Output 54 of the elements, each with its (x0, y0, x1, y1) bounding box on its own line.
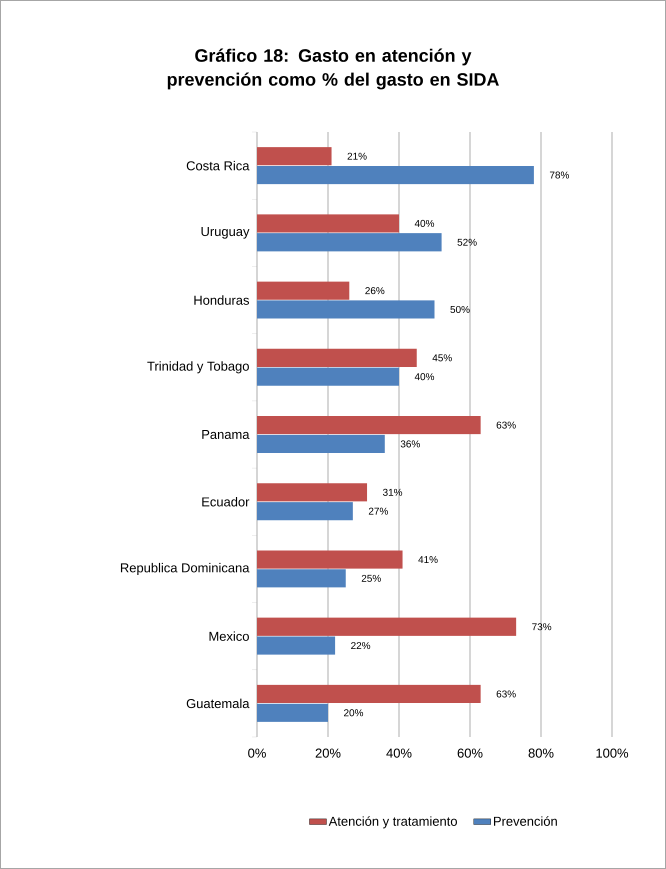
data-label: 63% (496, 422, 516, 429)
y-tick-label: Trinidad y Tobago (147, 361, 249, 374)
data-label: 40% (414, 373, 434, 380)
x-tick-label: 60% (458, 748, 482, 758)
y-tick-label: Panama (202, 430, 250, 440)
bar (257, 569, 346, 588)
bar (257, 368, 399, 386)
legend-label: Atención y tratamiento (328, 816, 457, 828)
data-label: 73% (532, 623, 552, 630)
x-tick-label: 40% (386, 748, 412, 758)
y-tick-label: Uruguay (202, 227, 250, 239)
bar (257, 618, 516, 636)
x-tick-label: 100% (596, 748, 628, 758)
data-label: 25% (362, 574, 381, 582)
data-label: 26% (365, 287, 384, 294)
bar (257, 636, 336, 655)
bar (257, 434, 385, 453)
y-tick-label: Ecuador (202, 496, 250, 506)
bar (257, 348, 417, 367)
data-label: 50% (450, 306, 470, 313)
bar (257, 483, 368, 502)
x-tick-label: 80% (528, 748, 554, 758)
legend-label: Prevención (494, 816, 557, 826)
data-label: 40% (414, 220, 434, 227)
data-label: 41% (418, 556, 438, 564)
data-label: 31% (382, 488, 402, 496)
bar (257, 233, 442, 252)
data-label: 27% (368, 508, 388, 515)
bar (257, 300, 434, 319)
bar (257, 166, 534, 184)
data-label: 22% (351, 642, 370, 650)
data-label: 52% (458, 238, 477, 246)
data-label: 21% (348, 152, 367, 160)
bar (257, 416, 481, 434)
bar (257, 147, 332, 166)
y-tick-label: Mexico (210, 631, 249, 641)
data-label: 63% (496, 690, 516, 698)
x-tick-label: 20% (316, 748, 341, 758)
bar (257, 502, 353, 520)
bar (257, 214, 399, 233)
y-tick-label: Republica Dominicana (120, 562, 250, 575)
data-label: 45% (432, 354, 452, 362)
data-label: 36% (400, 440, 420, 448)
bar (257, 282, 350, 300)
bar (257, 704, 328, 722)
y-tick-label: Costa Rica (186, 160, 250, 170)
bar (257, 684, 481, 704)
x-tick-label: 0% (248, 748, 266, 758)
y-tick-label: Honduras (194, 295, 250, 305)
chart-title: Gráfico 18: Gasto en atención y prevención como % del gasto en SIDA (168, 48, 499, 90)
data-label: 78% (550, 172, 570, 179)
bar (257, 550, 403, 569)
data-label: 20% (344, 709, 364, 716)
y-tick-label: Guatemala (186, 698, 250, 708)
